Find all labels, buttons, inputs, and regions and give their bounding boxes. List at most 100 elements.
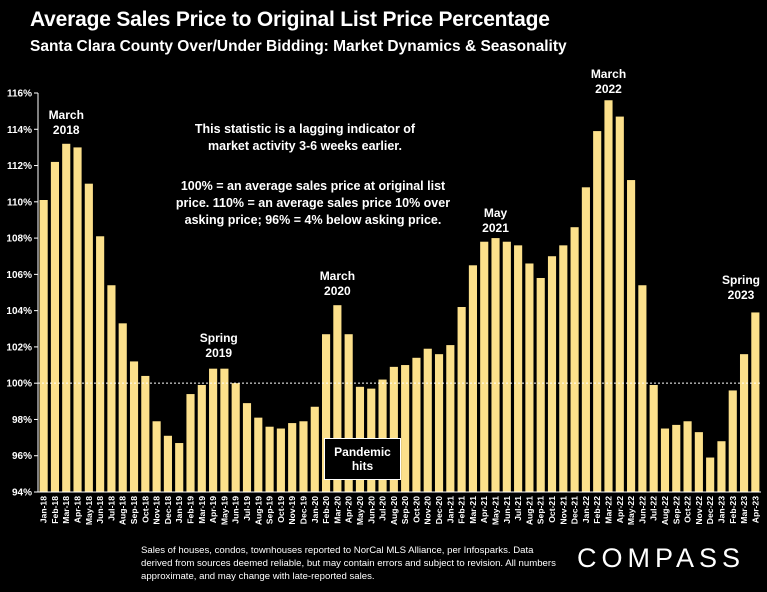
- x-tick-label-Jan-20: Jan-20: [310, 496, 320, 523]
- bar-Apr-20: [344, 334, 353, 492]
- annotation-march-2018-line-2: 2018: [53, 123, 80, 137]
- y-tick-label: 98%: [12, 415, 32, 426]
- x-tick-label-Nov-21: Nov-21: [558, 496, 568, 525]
- bar-Oct-18: [141, 375, 150, 492]
- bar-May-22: [627, 180, 636, 492]
- y-tick-label: 112%: [7, 161, 32, 172]
- bar-Jan-23: [717, 441, 726, 492]
- bar-Jan-21: [446, 345, 455, 492]
- x-tick-label-May-18: May-18: [84, 496, 94, 525]
- bar-Jun-21: [502, 241, 511, 492]
- bar-Feb-20: [322, 334, 331, 492]
- annotation-spring-2023-line-1: Spring: [722, 273, 760, 287]
- bar-Sep-19: [265, 426, 274, 492]
- x-tick-label-Dec-20: Dec-20: [434, 496, 444, 524]
- bar-Dec-22: [706, 457, 715, 492]
- lagging-note-line-2: market activity 3-6 weeks earlier.: [208, 139, 402, 153]
- bar-Jan-18: [39, 200, 48, 492]
- x-tick-label-Nov-18: Nov-18: [152, 496, 162, 525]
- x-tick-label-Oct-18: Oct-18: [140, 496, 150, 523]
- x-tick-label-Jul-22: Jul-22: [649, 496, 659, 521]
- bar-Sep-20: [401, 365, 410, 492]
- x-tick-label-Mar-18: Mar-18: [61, 496, 71, 524]
- x-tick-label-Jun-20: Jun-20: [366, 496, 376, 524]
- bar-Apr-23: [751, 312, 760, 492]
- bar-Jan-19: [175, 443, 184, 492]
- compass-logo: COMPASS: [577, 543, 746, 573]
- x-tick-label-Jul-18: Jul-18: [106, 496, 116, 521]
- bar-Apr-18: [73, 147, 82, 492]
- bar-Jun-18: [96, 236, 105, 492]
- x-tick-label-Nov-20: Nov-20: [423, 496, 433, 525]
- x-tick-label-Aug-19: Aug-19: [253, 496, 263, 525]
- x-tick-label-Apr-19: Apr-19: [208, 496, 218, 523]
- source-footnote: Sales of houses, condos, townhouses repo…: [141, 545, 556, 582]
- lagging-note-line-1: This statistic is a lagging indicator of: [194, 122, 416, 136]
- x-tick-label-Mar-20: Mar-20: [332, 496, 342, 524]
- bar-Dec-20: [434, 354, 444, 492]
- x-tick-label-Apr-21: Apr-21: [479, 496, 489, 523]
- bar-Aug-18: [118, 323, 127, 492]
- x-tick-label-Apr-23: Apr-23: [750, 496, 760, 523]
- bar-Dec-19: [299, 421, 308, 492]
- x-tick-label-Feb-21: Feb-21: [457, 496, 467, 524]
- x-tick-label-Feb-20: Feb-20: [321, 496, 331, 524]
- bar-Oct-22: [683, 421, 692, 492]
- x-tick-label-Oct-19: Oct-19: [276, 496, 286, 523]
- bar-Aug-22: [660, 428, 670, 492]
- pandemic-label-line-2: hits: [351, 459, 374, 473]
- x-tick-label-May-20: May-20: [355, 496, 365, 525]
- chart-subtitle: Santa Clara County Over/Under Bidding: M…: [30, 38, 567, 55]
- x-tick-label-Oct-20: Oct-20: [411, 496, 421, 523]
- bar-Jun-22: [638, 285, 647, 492]
- x-tick-label-Apr-20: Apr-20: [344, 496, 354, 523]
- x-tick-label-May-22: May-22: [626, 496, 636, 525]
- x-tick-label-Jan-18: Jan-18: [39, 496, 49, 523]
- x-tick-label-Jul-19: Jul-19: [242, 496, 252, 521]
- x-tick-label-Aug-22: Aug-22: [660, 496, 670, 525]
- chart-title: Average Sales Price to Original List Pri…: [30, 8, 550, 31]
- bar-Feb-18: [50, 161, 60, 492]
- bar-Nov-19: [288, 423, 297, 492]
- bar-Aug-20: [389, 366, 398, 492]
- definition-note: 100% = an average sales price at origina…: [168, 178, 458, 229]
- bar-Nov-21: [559, 245, 568, 492]
- bar-Mar-18: [62, 143, 71, 493]
- bar-Mar-19: [197, 384, 206, 492]
- annotation-march-2020-line-1: March: [320, 269, 355, 283]
- x-tick-label-Nov-19: Nov-19: [287, 496, 297, 525]
- x-tick-label-Sep-18: Sep-18: [129, 496, 139, 524]
- annotation-march-2018-line-1: March: [49, 108, 84, 122]
- x-tick-label-Jun-21: Jun-21: [502, 496, 512, 524]
- bar-Jun-19: [231, 383, 240, 492]
- x-tick-label-Mar-22: Mar-22: [603, 496, 613, 524]
- bar-Apr-19: [209, 368, 218, 492]
- x-tick-label-Sep-20: Sep-20: [400, 496, 410, 524]
- x-tick-label-Sep-21: Sep-21: [536, 496, 546, 524]
- x-tick-label-Feb-19: Feb-19: [186, 496, 196, 524]
- x-tick-label-Jan-21: Jan-21: [445, 496, 455, 523]
- x-tick-label-Jan-22: Jan-22: [581, 496, 591, 523]
- pandemic-label-line-1: Pandemic: [334, 445, 391, 459]
- x-tick-label-Sep-22: Sep-22: [671, 496, 681, 524]
- definition-note-line-3: asking price; 96% = 4% below asking pric…: [184, 213, 442, 227]
- x-tick-label-Dec-22: Dec-22: [705, 496, 715, 524]
- bar-Nov-18: [152, 421, 161, 492]
- bar-Feb-23: [728, 390, 737, 492]
- annotation-march-2020-line-2: 2020: [324, 284, 351, 298]
- x-tick-label-Jul-20: Jul-20: [378, 496, 388, 521]
- bar-Oct-21: [547, 256, 557, 492]
- bar-Apr-22: [615, 116, 624, 492]
- y-tick-label: 114%: [7, 125, 32, 136]
- annotation-may-2021-line-2: 2021: [482, 221, 509, 235]
- bar-Feb-22: [593, 131, 602, 492]
- bar-Dec-21: [570, 227, 579, 492]
- x-tick-label-Jan-19: Jan-19: [174, 496, 184, 523]
- x-tick-label-Jul-21: Jul-21: [513, 496, 523, 521]
- y-tick-label: 108%: [6, 234, 32, 245]
- bar-May-21: [491, 238, 500, 492]
- bar-Jul-20: [378, 379, 387, 492]
- bar-Nov-22: [694, 432, 703, 492]
- x-tick-label-Mar-21: Mar-21: [468, 496, 478, 524]
- bar-Sep-22: [672, 424, 681, 492]
